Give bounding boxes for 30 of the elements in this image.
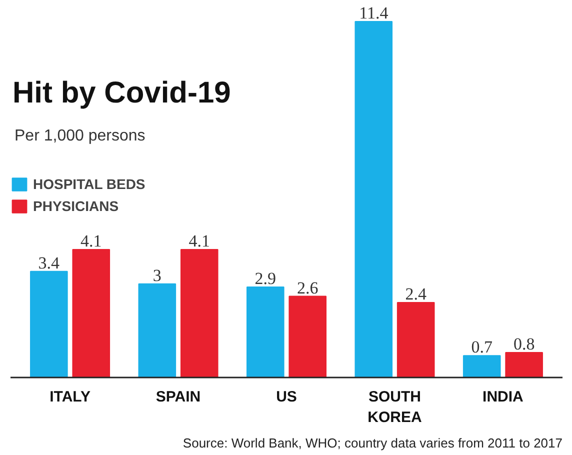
data-label: 4.1 (80, 231, 102, 250)
bar (396, 302, 435, 378)
bar (72, 248, 110, 378)
bar (462, 355, 501, 378)
bar (505, 352, 543, 378)
data-label: 2.6 (296, 278, 318, 298)
x-tick-label: SPAIN (156, 388, 201, 406)
text: Hit by Covid-19 (12, 76, 231, 110)
legend-label: PHYSICIANS (33, 198, 119, 214)
data-label: 0.7 (471, 338, 493, 357)
text: Per 1,000 persons (14, 128, 146, 144)
bar (354, 21, 393, 378)
data-label: 2.9 (254, 268, 276, 288)
bar (30, 270, 68, 378)
bar (246, 286, 284, 378)
data-label: 11.4 (359, 4, 389, 23)
data-label: 2.4 (405, 284, 427, 304)
bar (138, 283, 176, 378)
data-label: 0.8 (513, 334, 535, 354)
data-label: 3 (152, 266, 162, 285)
source-note: Source: World Bank, WHO; country data varies from 2011 to 2017 (182, 436, 563, 450)
data-label: 4.1 (188, 231, 210, 250)
x-tick-label: ITALY (50, 388, 90, 406)
bar (288, 296, 327, 378)
bar (180, 248, 218, 378)
legend-label: HOSPITAL BEDS (33, 176, 146, 192)
x-tick-label: SOUTH KOREA (368, 388, 422, 426)
data-label: 3.4 (38, 253, 60, 272)
x-tick-label: US (276, 388, 297, 406)
x-tick-label: INDIA (482, 388, 524, 406)
